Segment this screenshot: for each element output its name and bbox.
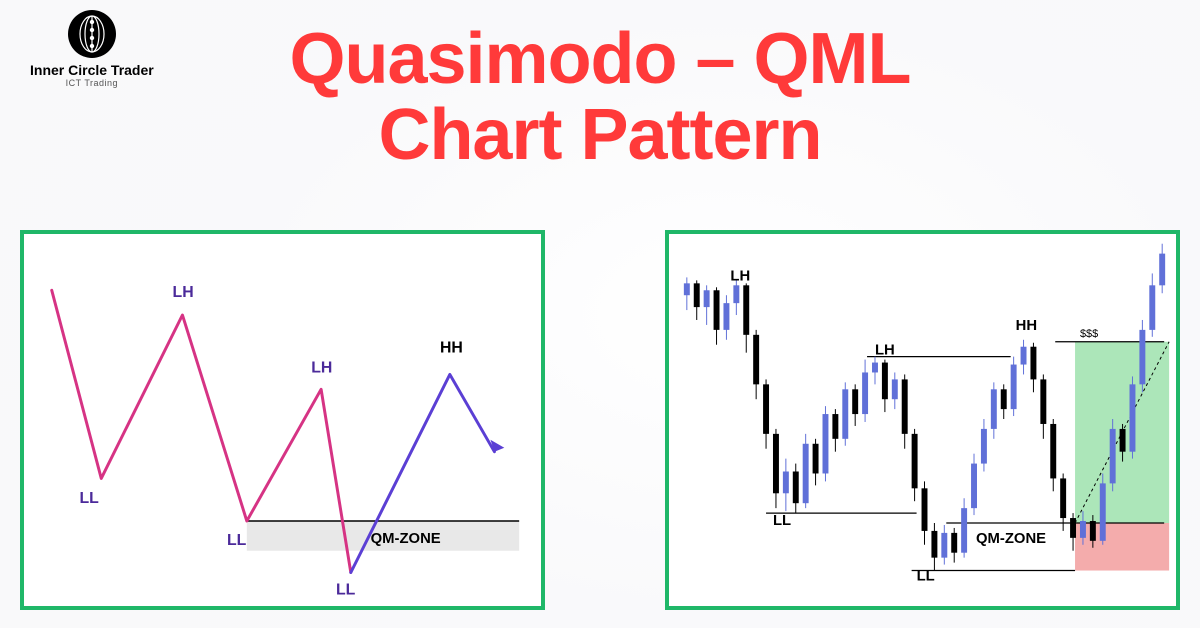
svg-text:LL: LL bbox=[917, 568, 935, 584]
right-diagram-svg: LH LH HH LL LL QM-ZONE $$$ bbox=[669, 234, 1176, 606]
svg-text:HH: HH bbox=[1016, 318, 1037, 334]
left-diagram-panel: LL LH LL LH LL HH QM-ZONE bbox=[20, 230, 545, 610]
svg-text:LH: LH bbox=[730, 268, 750, 284]
logo-emblem bbox=[68, 10, 116, 58]
brand-name: Inner Circle Trader bbox=[30, 62, 154, 78]
svg-text:LL: LL bbox=[336, 581, 356, 598]
svg-text:LH: LH bbox=[875, 343, 895, 359]
svg-text:LH: LH bbox=[173, 284, 194, 301]
svg-text:QM-ZONE: QM-ZONE bbox=[371, 531, 441, 547]
title-line-1: Quasimodo – QML bbox=[289, 19, 910, 99]
page-title: Quasimodo – QML Chart Pattern bbox=[0, 0, 1200, 173]
brand-logo: Inner Circle Trader ICT Trading bbox=[30, 10, 154, 88]
svg-text:LL: LL bbox=[773, 513, 791, 529]
right-diagram-panel: LH LH HH LL LL QM-ZONE $$$ bbox=[665, 230, 1180, 610]
svg-text:$$$: $$$ bbox=[1080, 328, 1098, 340]
svg-text:HH: HH bbox=[440, 340, 463, 357]
svg-text:LH: LH bbox=[311, 359, 332, 376]
svg-text:LL: LL bbox=[227, 532, 247, 549]
chart-row: LL LH LL LH LL HH QM-ZONE LH LH HH LL LL QM-ZONE $$$ bbox=[0, 230, 1200, 610]
svg-text:QM-ZONE: QM-ZONE bbox=[976, 531, 1046, 547]
title-line-2: Chart Pattern bbox=[378, 95, 821, 175]
left-diagram-svg: LL LH LL LH LL HH QM-ZONE bbox=[24, 234, 541, 606]
brand-tagline: ICT Trading bbox=[30, 78, 154, 88]
svg-text:LL: LL bbox=[79, 490, 99, 507]
